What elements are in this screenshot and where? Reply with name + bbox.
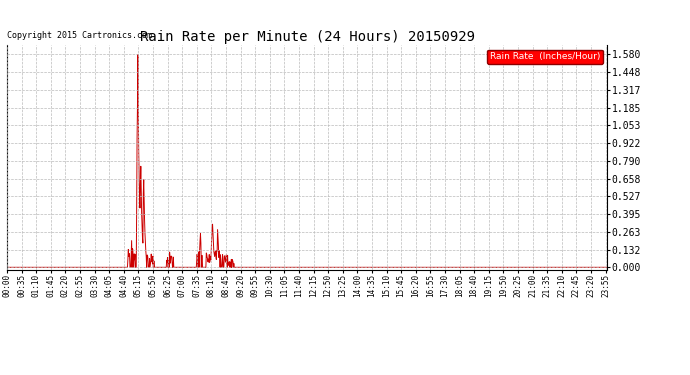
Legend: Rain Rate  (Inches/Hour): Rain Rate (Inches/Hour) (487, 50, 602, 64)
Title: Rain Rate per Minute (24 Hours) 20150929: Rain Rate per Minute (24 Hours) 20150929 (139, 30, 475, 44)
Text: Copyright 2015 Cartronics.com: Copyright 2015 Cartronics.com (7, 32, 152, 40)
